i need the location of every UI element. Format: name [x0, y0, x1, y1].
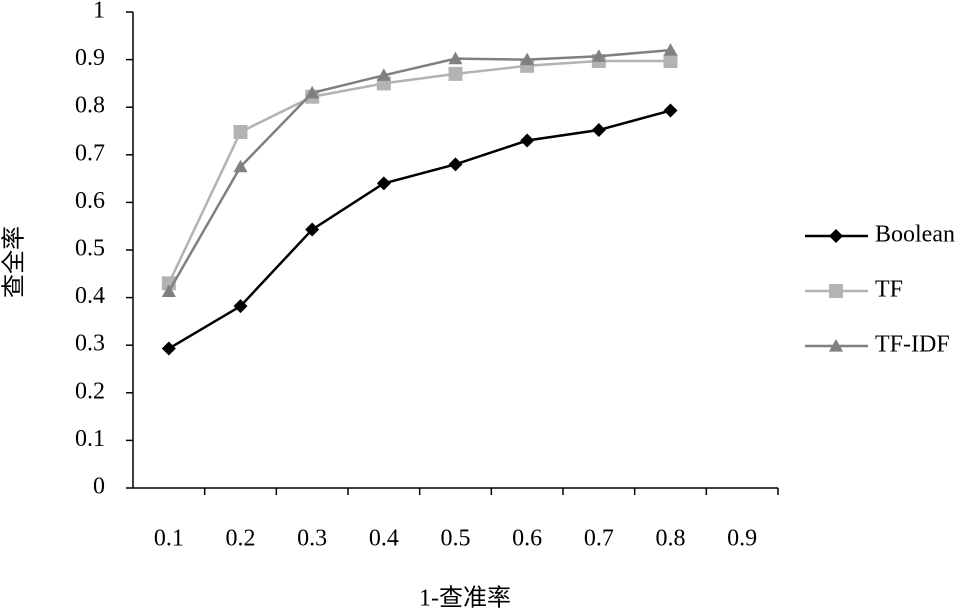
y-tick-label: 1: [93, 0, 105, 24]
y-tick-label: 0.9: [75, 45, 105, 71]
point: [663, 54, 678, 69]
legend-marker: [829, 339, 843, 352]
legend-label: TF-IDF: [875, 332, 950, 358]
y-tick-label: 0: [93, 474, 105, 500]
point: [233, 124, 248, 139]
point: [161, 341, 176, 356]
legend-label: TF: [875, 277, 903, 303]
y-tick-label: 0.3: [75, 331, 105, 357]
x-tick-label: 0.7: [584, 526, 614, 552]
point: [448, 51, 463, 65]
point: [520, 52, 535, 66]
point: [520, 133, 535, 148]
series-line: [167, 48, 671, 293]
x-tick-label: 0.8: [656, 526, 686, 552]
point: [376, 68, 391, 81]
y-tick-label: 0.8: [75, 93, 105, 119]
point: [448, 157, 463, 172]
x-tick-label: 0.6: [512, 526, 542, 552]
series-line: [167, 59, 671, 284]
point: [305, 85, 320, 99]
point: [233, 159, 248, 173]
point: [161, 284, 176, 298]
point: [591, 49, 606, 62]
point: [663, 43, 678, 56]
y-axis-label: 查全率: [1, 226, 28, 298]
y-tick-label: 0.6: [75, 188, 105, 214]
y-tick-label: 0.1: [75, 426, 105, 452]
legend-label: Boolean: [875, 222, 955, 248]
x-tick-label: 0.3: [297, 526, 327, 552]
point: [233, 299, 248, 314]
y-tick-label: 0.4: [75, 283, 105, 309]
point: [591, 123, 606, 138]
x-tick-label: 0.4: [369, 526, 399, 552]
y-tick-label: 0.7: [75, 140, 105, 166]
x-tick-label: 0.9: [727, 526, 757, 552]
x-tick-label: 0.1: [154, 526, 184, 552]
point: [663, 103, 678, 118]
x-axis-label: 1-查准率: [419, 585, 511, 612]
series-line: [168, 109, 671, 350]
y-tick-label: 0.5: [75, 236, 105, 262]
point: [376, 176, 391, 191]
x-tick-label: 0.2: [226, 526, 256, 552]
point: [448, 66, 463, 81]
legend-marker: [829, 284, 843, 298]
y-tick-label: 0.2: [75, 378, 105, 404]
point: [305, 222, 320, 237]
x-tick-label: 0.5: [441, 526, 471, 552]
legend-marker: [829, 229, 843, 243]
